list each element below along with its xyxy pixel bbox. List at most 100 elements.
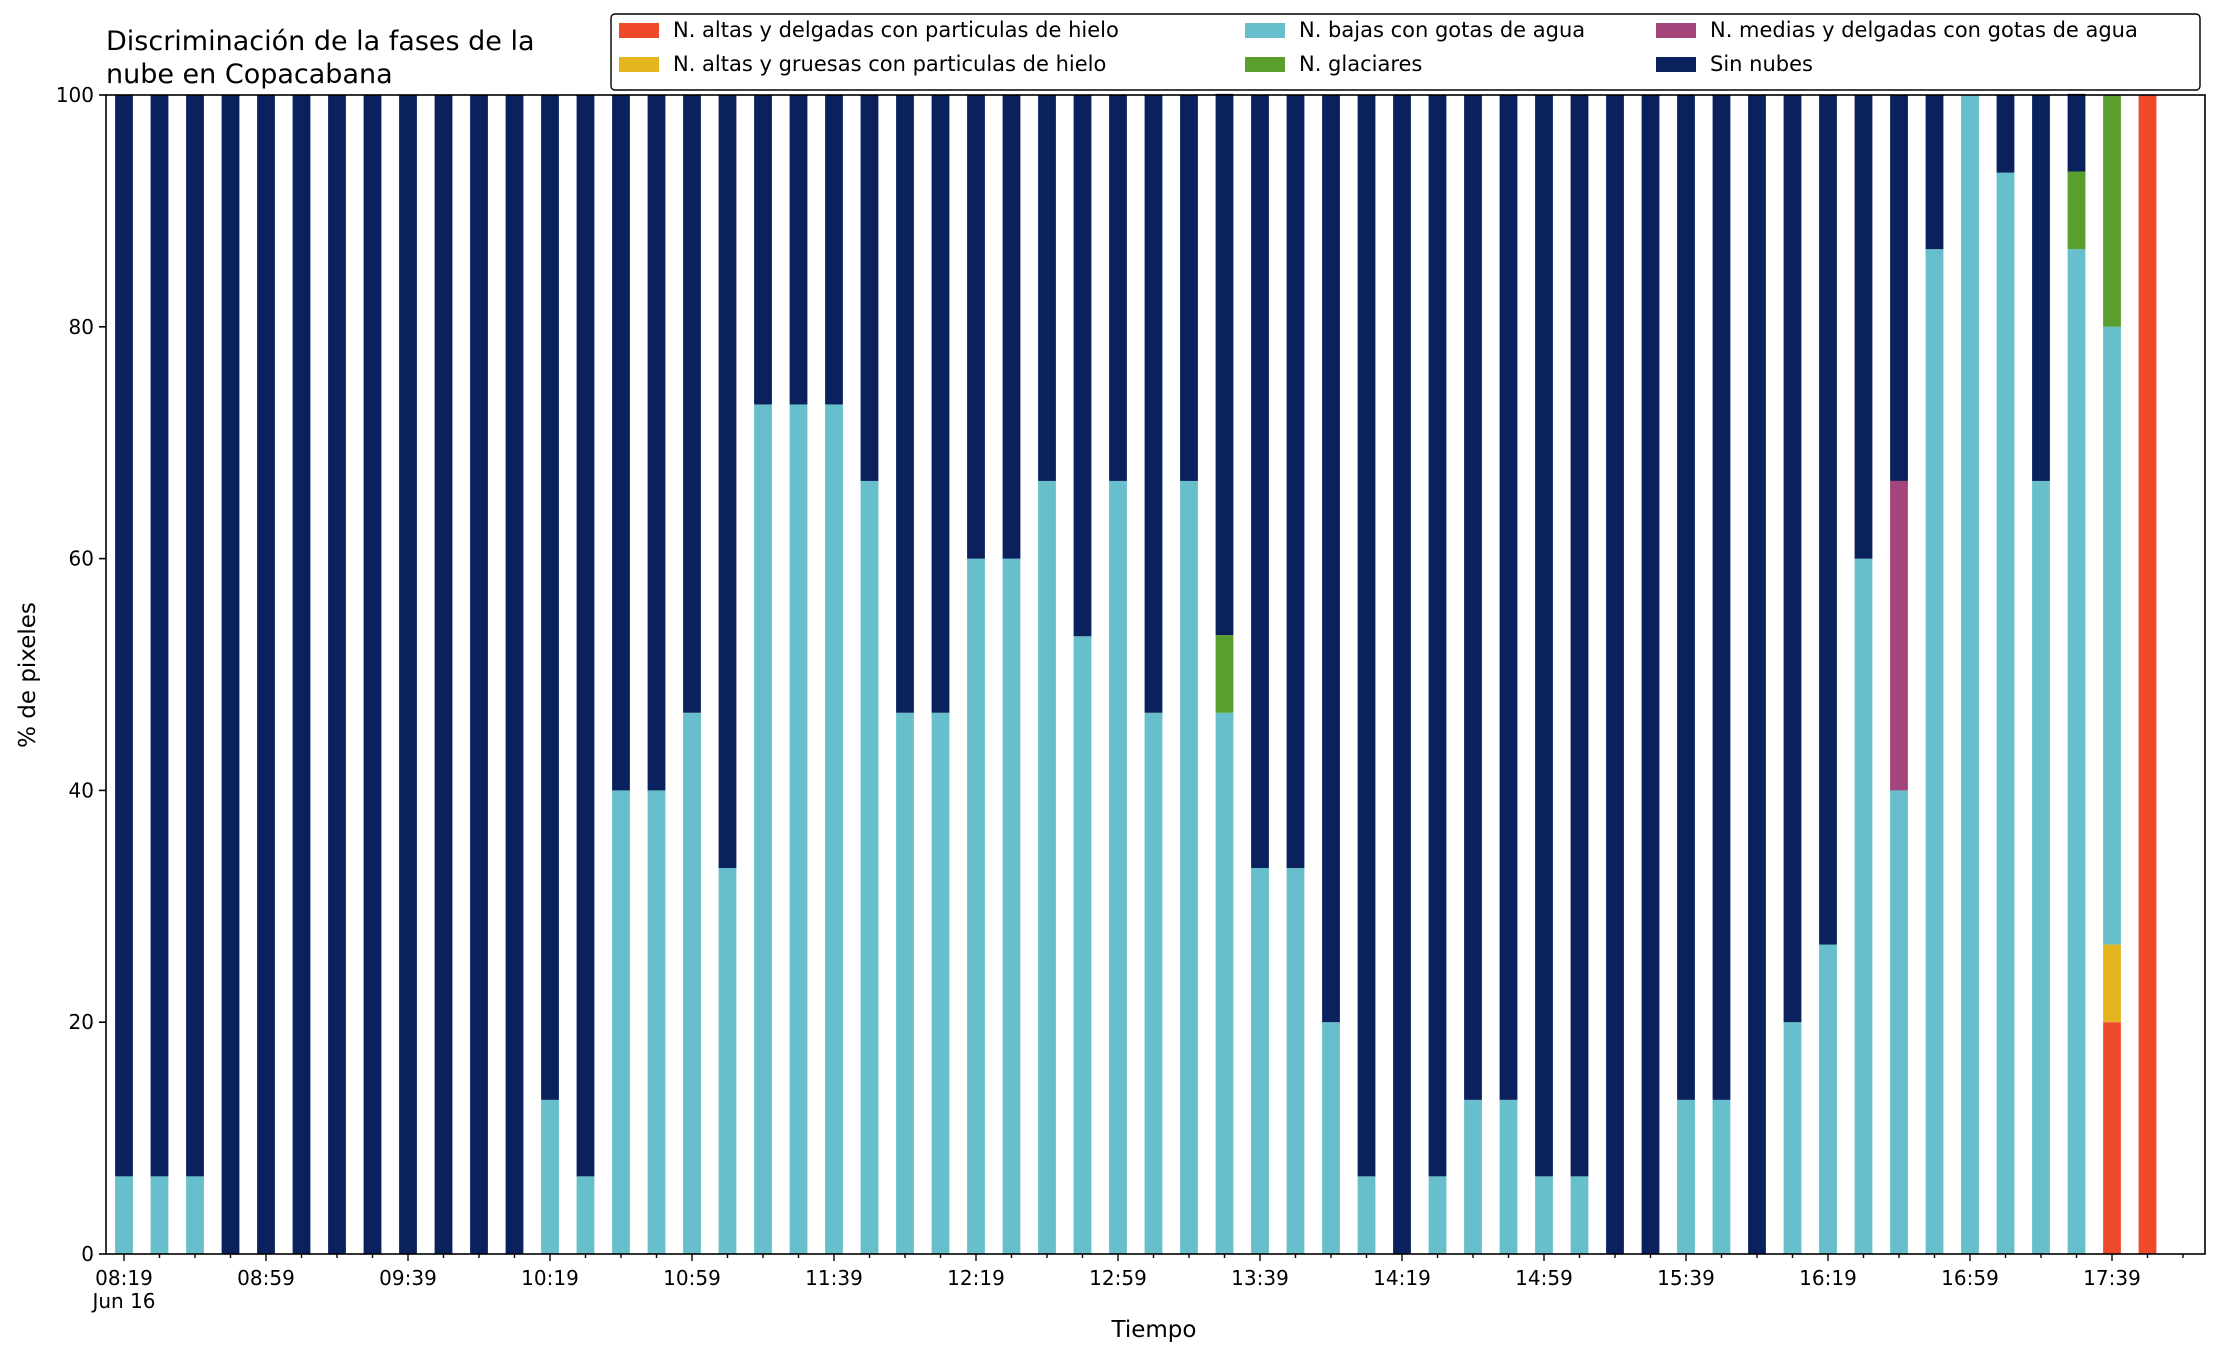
bar-segment bbox=[257, 95, 275, 1254]
x-axis: 08:19 08:59 09:39 10:19 10:59 11:39 12:19 12:59… bbox=[90, 1254, 2184, 1313]
bar-segment bbox=[1109, 95, 1127, 481]
bar-segment bbox=[1215, 93, 1234, 636]
bar-segment bbox=[1144, 712, 1163, 1254]
bar-segment bbox=[612, 790, 630, 1254]
bar-segment bbox=[1712, 1099, 1731, 1254]
legend-swatch bbox=[1656, 57, 1696, 72]
bar-segment bbox=[1464, 95, 1482, 1100]
bar-segment bbox=[1499, 1099, 1518, 1254]
bar-segment bbox=[1854, 95, 1873, 559]
bar-segment bbox=[1286, 95, 1305, 869]
bar-segment bbox=[612, 95, 630, 791]
bar-segment bbox=[186, 1176, 204, 1254]
bar-segment bbox=[1286, 868, 1305, 1254]
bar-segment bbox=[1215, 635, 1234, 713]
x-tick-label: 15:39 bbox=[1657, 1266, 1715, 1290]
bar-segment bbox=[541, 95, 559, 1100]
bar-segment bbox=[1570, 95, 1589, 1177]
legend: N. altas y delgadas con particulas de hi… bbox=[610, 13, 2201, 91]
bar-segment bbox=[1783, 1022, 1802, 1254]
bar-segment bbox=[1712, 95, 1731, 1100]
bar-segment bbox=[754, 95, 772, 405]
bar-segment bbox=[150, 1176, 169, 1254]
legend-label: N. bajas con gotas de agua bbox=[1299, 18, 1585, 42]
bar-segment bbox=[896, 95, 914, 713]
bar-segment bbox=[1073, 636, 1092, 1254]
bar-segment bbox=[754, 404, 772, 1254]
bar-segment bbox=[1535, 1176, 1553, 1254]
bar-segment bbox=[1677, 1099, 1695, 1254]
bar-segment bbox=[576, 1176, 595, 1254]
bar-segment bbox=[683, 95, 701, 713]
bar-segment bbox=[789, 95, 808, 405]
bar-segment bbox=[1393, 95, 1411, 1254]
plot-frame bbox=[105, 94, 2206, 1255]
x-tick-label: 12:59 bbox=[1089, 1266, 1147, 1290]
y-tick-label: 60 bbox=[69, 547, 94, 571]
bar-segment bbox=[328, 95, 346, 1254]
y-tick-label: 20 bbox=[69, 1010, 94, 1034]
y-axis-label: % de pixeles bbox=[15, 602, 41, 748]
y-tick-label: 100 bbox=[56, 83, 94, 107]
x-tick-label: 16:59 bbox=[1941, 1266, 1999, 1290]
chart-title-line-1: Discriminación de la fases de la bbox=[106, 26, 535, 57]
bar-segment bbox=[1002, 95, 1021, 559]
bar-segment bbox=[1002, 558, 1021, 1254]
legend-swatch bbox=[619, 23, 659, 38]
bar-segment bbox=[1783, 95, 1802, 1023]
bar-segment bbox=[115, 1176, 133, 1254]
bar-segment bbox=[1961, 95, 1979, 1254]
legend-swatch bbox=[1245, 23, 1285, 38]
bar-segment bbox=[860, 480, 879, 1254]
bar-segment bbox=[1641, 95, 1660, 1254]
bar-segment bbox=[292, 95, 311, 1254]
bar-segment bbox=[576, 95, 595, 1177]
bar-segment bbox=[1606, 95, 1624, 1254]
bars-layer bbox=[115, 93, 2157, 1254]
bar-segment bbox=[115, 95, 133, 1177]
y-tick-label: 40 bbox=[69, 778, 94, 802]
bar-segment bbox=[967, 95, 985, 559]
y-tick-label: 0 bbox=[81, 1242, 94, 1266]
x-tick-label: 10:59 bbox=[663, 1266, 721, 1290]
bar-segment bbox=[2032, 480, 2050, 1254]
bar-segment bbox=[2067, 171, 2086, 250]
bar-segment bbox=[470, 95, 488, 1254]
legend-box bbox=[610, 13, 2201, 91]
bar-segment bbox=[1038, 95, 1056, 481]
x-tick-label: 13:39 bbox=[1231, 1266, 1289, 1290]
bar-segment bbox=[2103, 95, 2121, 327]
bar-segment bbox=[2103, 326, 2121, 945]
x-tick-label: 08:19 bbox=[95, 1266, 153, 1290]
bar-segment bbox=[150, 95, 169, 1177]
x-tick-label: 14:19 bbox=[1373, 1266, 1431, 1290]
bar-segment bbox=[789, 404, 808, 1254]
bar-segment bbox=[967, 558, 985, 1254]
bar-segment bbox=[1925, 249, 1944, 1254]
bar-segment bbox=[1854, 558, 1873, 1254]
bar-segment bbox=[1357, 1176, 1376, 1254]
bar-segment bbox=[1535, 95, 1553, 1177]
bar-segment bbox=[647, 95, 666, 791]
chart-title: Discriminación de la fases de la nube en… bbox=[106, 26, 535, 90]
chart-title-line-2: nube en Copacabana bbox=[106, 59, 393, 90]
bar-segment bbox=[2138, 95, 2157, 1254]
bar-segment bbox=[363, 95, 382, 1254]
bar-segment bbox=[1109, 480, 1127, 1254]
bar-segment bbox=[1322, 95, 1340, 1023]
bar-segment bbox=[647, 790, 666, 1254]
bar-segment bbox=[1890, 480, 1908, 791]
legend-label: N. altas y delgadas con particulas de hi… bbox=[673, 18, 1119, 42]
bar-segment bbox=[860, 95, 879, 481]
bar-segment bbox=[1570, 1176, 1589, 1254]
bar-segment bbox=[825, 95, 843, 405]
x-tick-label: 10:19 bbox=[521, 1266, 579, 1290]
bar-segment bbox=[1144, 95, 1163, 713]
bar-segment bbox=[1890, 95, 1908, 481]
bar-segment bbox=[1322, 1022, 1340, 1254]
bar-segment bbox=[1428, 95, 1447, 1177]
bar-segment bbox=[1251, 95, 1269, 869]
y-tick-label: 80 bbox=[69, 315, 94, 339]
bar-segment bbox=[1180, 480, 1198, 1254]
